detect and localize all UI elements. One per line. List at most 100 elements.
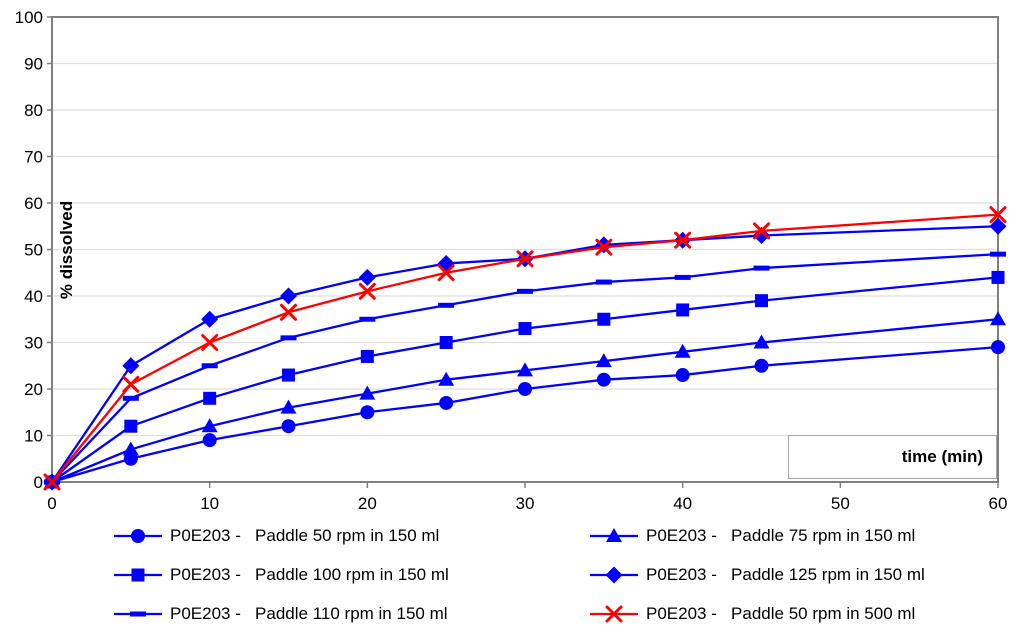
diamond-marker	[605, 566, 623, 584]
triangle-marker	[280, 399, 297, 414]
legend-dash-icon	[114, 611, 162, 617]
triangle-marker	[674, 343, 691, 358]
y-tick-label: 100	[15, 8, 43, 27]
x-marker	[122, 375, 140, 393]
circle-marker	[991, 340, 1005, 355]
legend-item: P0E203 - Paddle 125 rpm in 150 ml	[588, 563, 972, 587]
dash-marker	[990, 251, 1006, 257]
x-tick-label: 40	[673, 494, 692, 513]
x-marker	[753, 222, 770, 240]
circle-marker	[596, 372, 611, 387]
dash-marker	[130, 611, 146, 617]
legend-label: P0E203 - Paddle 125 rpm in 150 ml	[646, 565, 925, 584]
dash-marker	[280, 335, 297, 341]
legend-label: P0E203 - Paddle 110 rpm in 150 ml	[170, 604, 448, 623]
circle-marker	[131, 529, 145, 543]
triangle-marker	[606, 528, 622, 542]
square-marker	[203, 391, 217, 405]
circle-marker	[754, 358, 769, 373]
legend-item: P0E203 - Paddle 110 rpm in 150 ml	[112, 602, 588, 626]
legend-x-icon	[590, 605, 638, 623]
dash-marker	[438, 302, 455, 308]
legend-item: P0E203 - Paddle 50 rpm in 150 ml	[112, 524, 588, 548]
triangle-marker	[201, 418, 218, 433]
legend-item: P0E203 - Paddle 75 rpm in 150 ml	[588, 524, 972, 548]
x-tick-label: 0	[47, 494, 56, 513]
dash-marker	[595, 279, 612, 285]
dash-marker	[674, 274, 691, 280]
y-tick-label: 80	[24, 101, 43, 120]
legend-label: P0E203 - Paddle 50 rpm in 500 ml	[646, 604, 916, 623]
y-tick-label: 0	[34, 473, 43, 492]
series-circle	[45, 340, 1005, 489]
x-marker	[516, 250, 534, 268]
legend-item: P0E203 - Paddle 100 rpm in 150 ml	[112, 563, 588, 587]
circle-marker	[675, 368, 690, 383]
x-tick-label: 50	[831, 494, 850, 513]
legend-label: P0E203 - Paddle 100 rpm in 150 ml	[170, 565, 449, 584]
dash-marker	[122, 395, 139, 401]
y-tick-label: 20	[24, 380, 43, 399]
triangle-marker	[438, 371, 455, 386]
y-tick-label: 30	[24, 334, 43, 353]
y-tick-label: 70	[24, 148, 43, 167]
series-square	[45, 270, 1005, 489]
diamond-marker	[358, 268, 376, 286]
x-marker	[201, 334, 219, 351]
diamond-marker	[201, 310, 219, 328]
x-tick-label: 60	[989, 494, 1008, 513]
circle-marker	[518, 382, 532, 396]
legend-triangle-icon	[590, 528, 638, 542]
square-marker	[282, 368, 295, 382]
triangle-marker	[595, 353, 612, 368]
diamond-marker	[280, 287, 297, 305]
legend-circle-icon	[114, 529, 162, 543]
y-tick-label: 50	[24, 241, 43, 260]
x-marker	[280, 303, 297, 321]
series-x	[43, 206, 1007, 491]
legend-square-icon	[114, 568, 162, 582]
triangle-marker	[517, 362, 533, 377]
y-tick-label: 60	[24, 194, 43, 213]
square-marker	[597, 312, 611, 326]
dash-marker	[201, 363, 218, 369]
legend-label: P0E203 - Paddle 75 rpm in 150 ml	[646, 526, 916, 545]
x-marker	[437, 264, 455, 282]
triangle-marker	[122, 441, 139, 456]
x-tick-label: 30	[516, 494, 535, 513]
circle-marker	[360, 405, 375, 420]
x-axis-title-box: time (min)	[788, 435, 997, 479]
square-marker	[360, 349, 374, 363]
y-tick-label: 90	[24, 55, 43, 74]
diamond-marker	[595, 236, 613, 254]
x-tick-label: 20	[358, 494, 377, 513]
y-axis-title: % dissolved	[57, 200, 76, 300]
x-marker	[605, 605, 623, 623]
x-axis-title: time (min)	[901, 447, 983, 466]
y-tick-label: 10	[24, 427, 43, 446]
dash-marker	[517, 288, 533, 294]
legend-diamond-icon	[590, 566, 638, 584]
dash-marker	[359, 316, 376, 322]
legend-item: P0E203 - Paddle 50 rpm in 500 ml	[588, 602, 972, 626]
square-marker	[124, 419, 138, 433]
diamond-marker	[989, 217, 1007, 235]
circle-marker	[202, 433, 217, 448]
triangle-marker	[990, 311, 1006, 326]
triangle-marker	[359, 385, 376, 400]
x-marker	[595, 238, 613, 256]
diamond-marker	[122, 357, 140, 375]
square-marker	[439, 336, 453, 349]
square-marker	[755, 294, 768, 308]
square-marker	[131, 568, 145, 582]
x-tick-label: 10	[200, 494, 219, 513]
square-marker	[518, 322, 532, 336]
x-marker	[358, 282, 376, 300]
triangle-marker	[753, 334, 770, 349]
circle-marker	[439, 395, 454, 410]
diamond-marker	[437, 254, 455, 272]
square-marker	[991, 270, 1005, 284]
dash-marker	[753, 265, 770, 271]
